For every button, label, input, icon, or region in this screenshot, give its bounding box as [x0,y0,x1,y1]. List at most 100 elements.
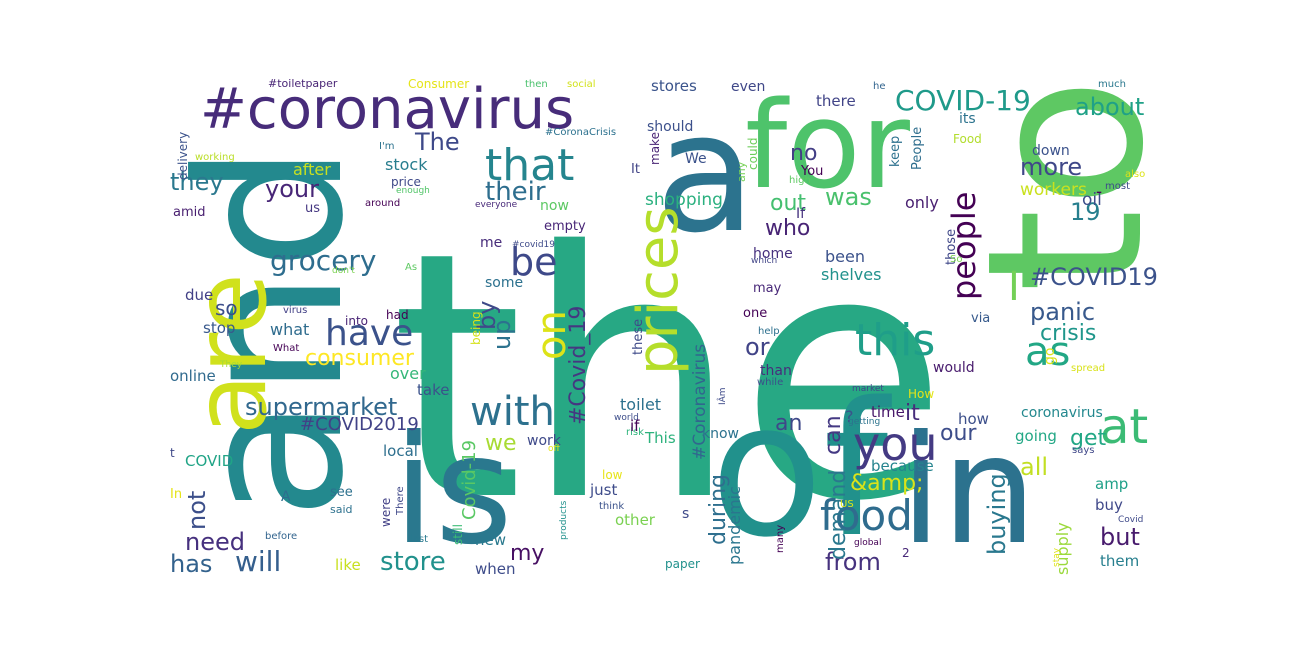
word-than: than [760,363,792,379]
word-price: price [391,175,421,189]
word-delivery: delivery [176,132,190,180]
word-around: around [365,198,400,209]
word-one: one [743,306,767,321]
word-of: of [710,362,892,578]
word-up: up [488,320,516,350]
word-world: world [614,413,639,423]
word-how: How [908,387,934,401]
word-food: food [820,491,913,540]
word-into: into [345,314,368,328]
word-low: low [602,468,623,482]
word-symbol: ? [845,407,854,426]
word-s: s [682,506,689,522]
word-supermarket: supermarket [245,393,397,421]
word-stop: stop [203,319,235,337]
word-before: before [265,531,297,542]
word-has: has [170,550,212,578]
word-after: after [293,160,331,179]
word-store: store [380,547,446,577]
word-other: other [615,511,656,529]
word-now: now [540,198,569,214]
word-this: this [855,315,935,366]
word-supply: supply [1053,522,1072,575]
word-even: even [731,79,765,95]
word-been: been [825,247,865,266]
word-just: just [589,481,617,499]
word-all: all [1020,453,1048,481]
word-many: many [775,525,786,553]
word-my: my [510,541,544,566]
word-then: then [525,79,548,90]
word-off: off [548,444,561,454]
word-don-t: don't [332,266,355,276]
word-as: As [405,262,417,273]
word-which: which [751,256,777,266]
word-during: during [706,474,731,545]
word-stores: stores [651,77,697,95]
word-stay: stay [1052,547,1062,567]
word-they: They [219,360,243,370]
word-local: local [383,442,418,460]
word-us: US [840,499,854,510]
word-its: its [959,111,976,127]
word-on: on [529,310,575,360]
word-covid-19: COVID-19 [895,84,1031,117]
word-global: global [854,538,881,548]
word-covid: COVID [185,452,233,470]
word-our: our [940,421,977,446]
word-could: could [746,138,760,171]
word-covid19: #COVID19 [1030,263,1158,291]
word-much: much [1098,79,1126,90]
word-when: when [475,560,516,578]
word-those: those [944,229,959,265]
word-for: for [745,77,911,216]
word-people: People [910,127,925,170]
word-work: work [527,433,562,449]
word-stock: stock [385,155,428,174]
word-home: home [753,246,793,262]
word-have: have [325,313,413,354]
word-from: from [825,548,881,576]
word-be: be [510,240,558,284]
word-people: people [945,192,983,300]
word-an: an [775,411,802,436]
word-by: by [473,301,501,330]
word-prices: prices [626,206,691,375]
word-go: go [1042,348,1058,365]
word-shopping: shopping [645,190,723,210]
word-we: we [485,431,517,456]
word-know: know [702,426,739,442]
word-there: there [816,92,856,110]
word-covid: Covid [1118,515,1143,525]
word-enough: enough [396,186,430,196]
word-it: it [905,401,920,426]
word-says: says [1072,445,1094,456]
word-being: being [469,311,483,345]
word-help: help [758,326,780,337]
word-a: a [655,77,756,269]
word-covid-19: Covid-19 [459,440,480,520]
word-over: over [390,364,426,383]
word-amid: amid [173,205,206,220]
word-in: in [900,404,1037,578]
word-them: them [1100,552,1139,570]
word-market: market [852,384,884,394]
word-so: so [215,296,238,320]
word-demand: demand [826,470,851,560]
word-down: down [1032,143,1070,159]
word-what: What [273,343,299,354]
word-get: get [1070,426,1107,451]
word-covid19: #covid19 [512,240,555,250]
word-he: he [873,81,886,92]
word-i-m: IÂm [716,387,728,405]
word-not: not [183,491,211,530]
word-a: A [281,489,291,505]
word-spread: spread [1071,363,1105,374]
word-you: You [800,164,823,179]
word-said: said [330,503,353,516]
word-amp: amp [1095,475,1128,493]
word-cloud: the to and of in a for is are #coronavirus prices f… [165,75,1170,580]
word-virus: virus [283,305,307,316]
word-high: high [789,175,811,186]
word-that: that [485,140,574,191]
